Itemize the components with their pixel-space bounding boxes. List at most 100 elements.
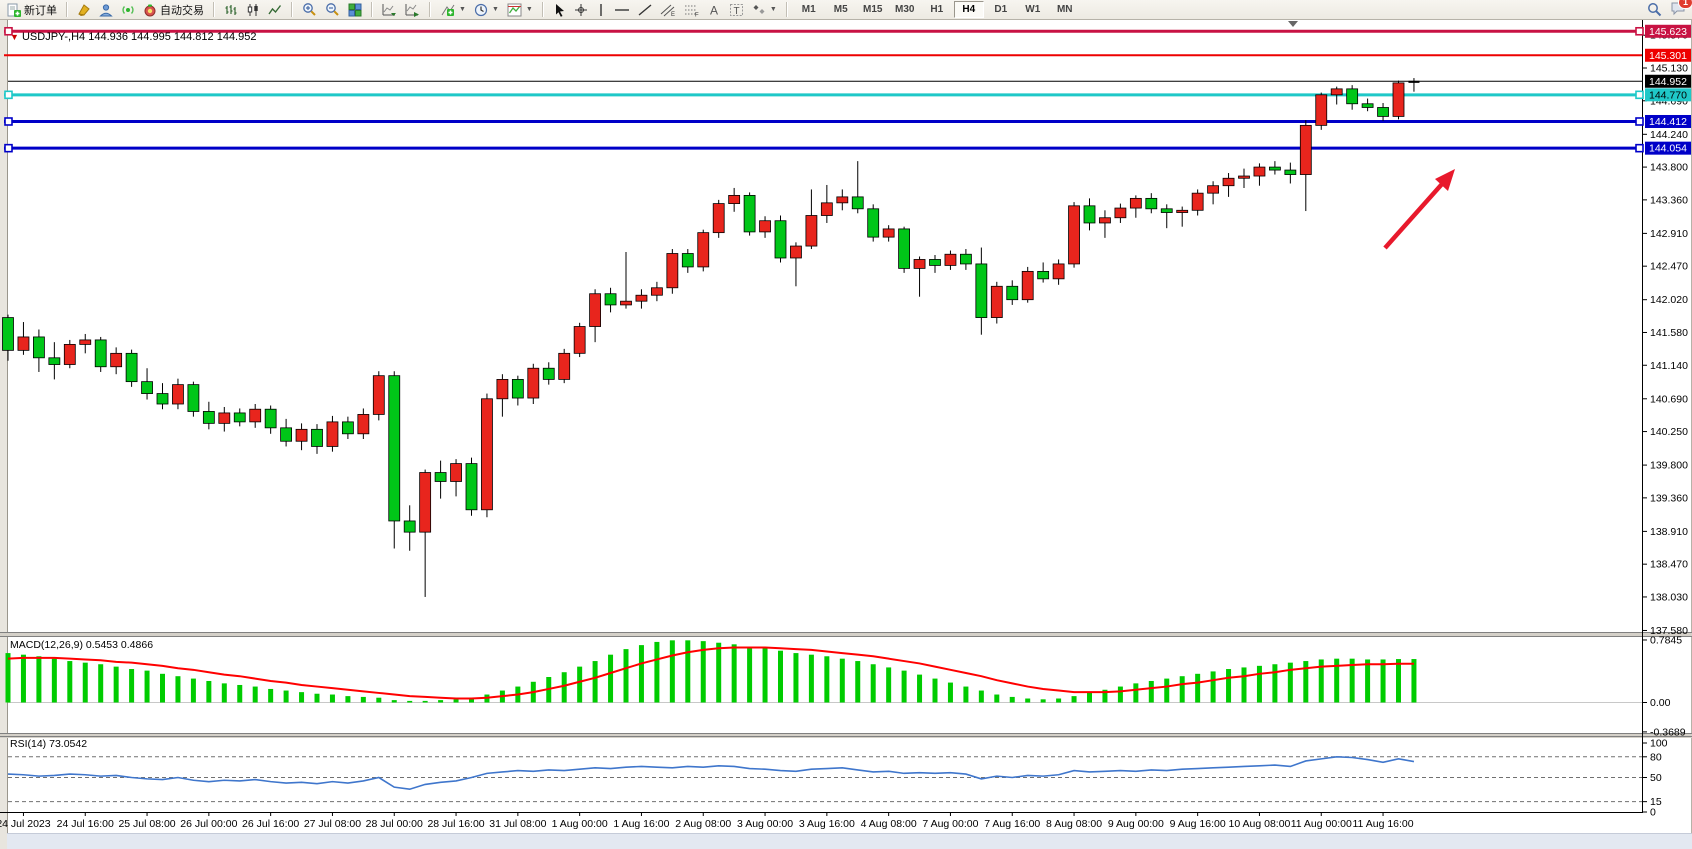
line-handle[interactable]: [4, 143, 13, 153]
line-handle[interactable]: [1635, 26, 1644, 36]
horizontal-line-144.054[interactable]: 144.054: [4, 141, 1691, 155]
macd-bar: [221, 683, 227, 703]
chart-shift-button[interactable]: [401, 0, 424, 19]
candle-body: [1145, 197, 1158, 210]
timeframe-button-mn[interactable]: MN: [1056, 4, 1073, 15]
macd-label: MACD(12,26,9) 0.5453 0.4866: [10, 639, 153, 651]
autotrading-icon: [144, 4, 156, 16]
pane-separator[interactable]: [0, 633, 1692, 637]
macd-bar: [113, 666, 119, 703]
candle-body: [465, 463, 478, 511]
auto-scroll-button[interactable]: [378, 0, 401, 19]
svg-text:F: F: [695, 12, 699, 17]
svg-text:0.7845: 0.7845: [1650, 634, 1682, 646]
macd-bar: [407, 700, 413, 703]
candle-body: [913, 259, 926, 269]
candle-body: [960, 253, 972, 265]
channel-tool-button[interactable]: E: [656, 0, 680, 19]
macd-bar: [808, 654, 814, 703]
profile-button[interactable]: [95, 0, 117, 19]
macd-bar: [283, 690, 289, 703]
timeframe-button-m15[interactable]: M15: [863, 4, 883, 15]
crosshair-tool-button[interactable]: [570, 0, 592, 19]
line-handle[interactable]: [4, 117, 13, 126]
horizontal-line-145.623[interactable]: 145.623: [4, 24, 1691, 38]
macd-bar: [376, 697, 382, 703]
fibonacci-tool-button[interactable]: F: [680, 0, 704, 19]
timeframe-button-h4[interactable]: H4: [953, 1, 984, 18]
periods-button[interactable]: ▼: [470, 0, 503, 19]
candle-body: [589, 293, 601, 327]
zoom-in-button[interactable]: [298, 0, 321, 19]
candle-body: [774, 220, 787, 259]
macd-bar: [638, 645, 644, 703]
macd-bar: [1411, 659, 1417, 703]
candle-body: [249, 408, 262, 423]
templates-button[interactable]: ▼: [503, 0, 537, 19]
macd-bar: [793, 653, 799, 703]
svg-text:10 Aug 08:00: 10 Aug 08:00: [1228, 818, 1290, 830]
signal-button[interactable]: [117, 0, 139, 19]
styles-button[interactable]: [73, 0, 95, 19]
trendline-tool-button[interactable]: [634, 0, 656, 19]
svg-text:144.770: 144.770: [1649, 89, 1687, 101]
macd-bar: [422, 700, 428, 703]
new-order-button[interactable]: 新订单: [3, 0, 61, 19]
line-chart-button[interactable]: [264, 0, 286, 19]
zoom-in-icon: [303, 3, 316, 16]
candle-body: [1083, 205, 1096, 224]
chart-shift-marker-icon[interactable]: [1288, 21, 1298, 27]
new-order-label: 新订单: [24, 4, 57, 17]
zoom-out-button[interactable]: [321, 0, 344, 19]
vertical-line-tool-button[interactable]: [592, 0, 610, 19]
macd-bar: [654, 641, 660, 703]
horizontal-line-144.770[interactable]: 144.770: [4, 88, 1691, 102]
text-label-tool-button[interactable]: T: [725, 0, 748, 19]
timeframe-button-d1[interactable]: D1: [994, 4, 1008, 15]
search-icon[interactable]: [1647, 2, 1662, 17]
macd-bar: [98, 664, 104, 703]
autotrading-button[interactable]: 自动交易: [139, 0, 208, 19]
line-handle[interactable]: [1635, 117, 1644, 126]
annotation-arrow[interactable]: [1383, 169, 1455, 250]
candle-body: [372, 375, 385, 415]
crosshair-icon: [574, 3, 587, 16]
indicators-button[interactable]: ▼: [436, 0, 470, 19]
line-handle[interactable]: [4, 90, 13, 100]
notifications-button[interactable]: 1: [1670, 0, 1692, 19]
line-handle[interactable]: [1635, 143, 1644, 153]
timeframe-button-h1[interactable]: H1: [930, 4, 944, 15]
macd-bar: [1117, 686, 1123, 703]
candle-body: [156, 393, 169, 405]
time-scale[interactable]: 24 Jul 2023 24 Jul 16:00 25 Jul 08:00 26 Ju…: [0, 812, 1414, 830]
tile-windows-button[interactable]: [344, 0, 366, 19]
svg-text:7 Aug 00:00: 7 Aug 00:00: [922, 818, 978, 830]
macd-bar: [190, 678, 196, 703]
macd-bar: [917, 674, 923, 703]
timeframe-button-m1[interactable]: M1: [801, 4, 816, 15]
text-tool-button[interactable]: A: [704, 0, 725, 19]
candle-body: [1238, 175, 1250, 179]
candle-chart-button[interactable]: [242, 0, 264, 19]
cursor-tool-button[interactable]: [549, 0, 570, 19]
candle-body: [759, 220, 771, 233]
timeframe-button-w1[interactable]: W1: [1025, 4, 1041, 15]
svg-text:9 Aug 16:00: 9 Aug 16:00: [1170, 818, 1226, 830]
horizontal-line-tool-button[interactable]: [610, 0, 634, 19]
bar-chart-button[interactable]: [220, 0, 242, 19]
candle-body: [326, 421, 339, 447]
candle-body: [1253, 166, 1266, 177]
timeframe-button-m5[interactable]: M5: [833, 4, 848, 15]
candle-body: [1068, 205, 1080, 265]
timeframe-button-m30[interactable]: M30: [895, 4, 915, 15]
horizontal-line-145.301[interactable]: 145.301: [4, 48, 1691, 62]
line-handle[interactable]: [1635, 90, 1644, 100]
horizontal-line-144.412[interactable]: 144.412: [4, 114, 1691, 128]
line-handle[interactable]: [4, 26, 13, 36]
shapes-tool-button[interactable]: ▼: [748, 0, 781, 19]
svg-text:144.054: 144.054: [1649, 143, 1687, 155]
chart-title-high: 144.995: [131, 31, 171, 43]
